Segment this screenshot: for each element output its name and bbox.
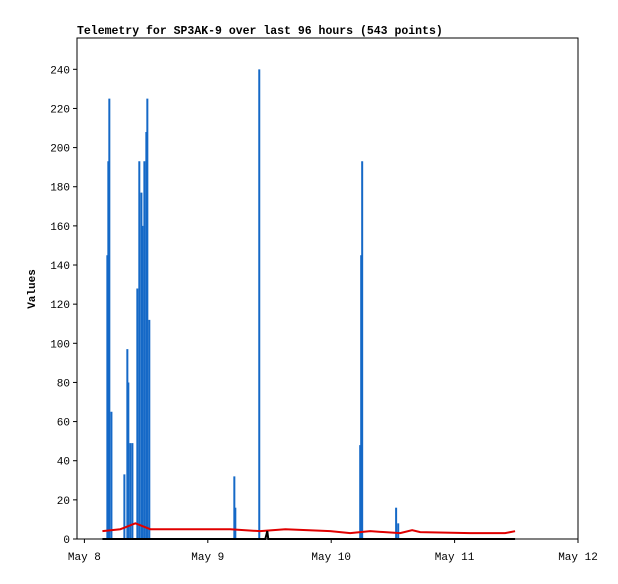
- y-tick-label: 60: [57, 418, 70, 430]
- y-tick-label: 100: [50, 339, 70, 351]
- y-tick-label: 80: [57, 378, 70, 390]
- x-tick-label: May 11: [435, 552, 475, 564]
- y-tick-label: 40: [57, 457, 70, 469]
- y-tick-label: 120: [50, 300, 70, 312]
- line: [102, 522, 516, 535]
- y-tick-label: 20: [57, 496, 70, 508]
- y-tick-label: 240: [50, 65, 70, 77]
- y-tick-label: 180: [50, 183, 70, 195]
- x-tick-label: May 10: [311, 552, 351, 564]
- y-tick-label: 140: [50, 261, 70, 273]
- x-tick-label: May 8: [68, 552, 101, 564]
- y-tick-label: 0: [63, 535, 70, 547]
- y-tick-label: 200: [50, 144, 70, 156]
- chart-title: Telemetry for SP3AK-9 over last 96 hours…: [77, 25, 443, 38]
- plot-frame: [76, 37, 579, 540]
- y-axis-label: Values: [27, 269, 39, 309]
- y-tick-label: 160: [50, 222, 70, 234]
- y-tick-label: 220: [50, 104, 70, 116]
- line: [102, 530, 516, 540]
- x-tick-label: May 12: [558, 552, 598, 564]
- x-tick-label: May 9: [191, 552, 224, 564]
